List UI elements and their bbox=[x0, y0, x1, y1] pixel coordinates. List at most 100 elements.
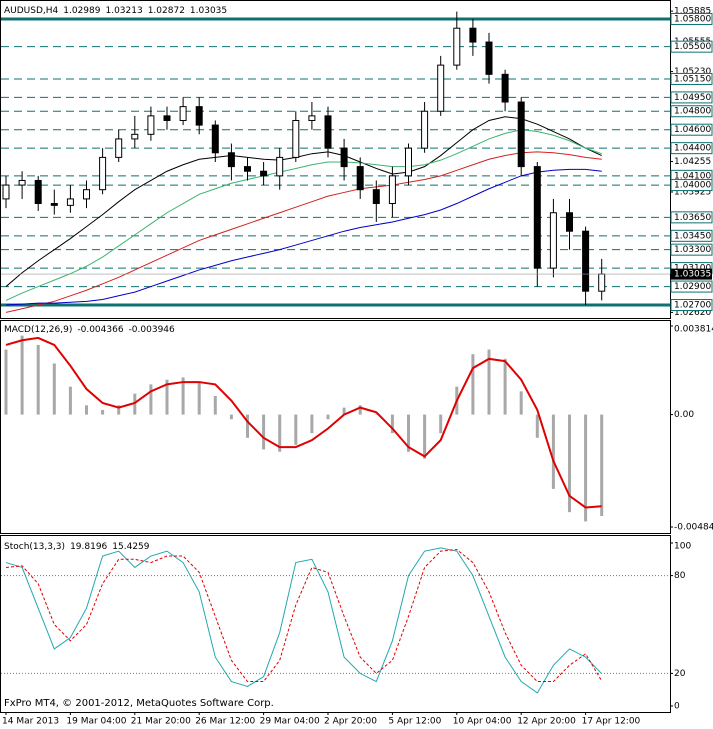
candle-body bbox=[260, 170, 268, 177]
candle-body bbox=[179, 106, 187, 121]
macd-bar bbox=[229, 414, 233, 420]
candle-body bbox=[50, 203, 58, 206]
macd-bar bbox=[20, 335, 24, 415]
candle-body bbox=[131, 133, 139, 140]
level-label-box bbox=[670, 299, 713, 312]
macd-bar bbox=[36, 344, 40, 415]
panel-header: AUDUSD,H4 1.02989 1.03213 1.02872 1.03035 bbox=[4, 6, 227, 16]
header-value: 15.4259 bbox=[112, 542, 149, 552]
macd-bar bbox=[101, 409, 105, 415]
macd-bar bbox=[52, 363, 56, 415]
candle-body bbox=[163, 115, 171, 121]
indicator-line bbox=[5, 151, 602, 313]
y-tick-label: 80 bbox=[674, 571, 686, 581]
macd-bar bbox=[584, 414, 588, 522]
level-label-box bbox=[670, 142, 713, 155]
level-label: 1.03300 bbox=[674, 245, 711, 255]
level-label: 1.04000 bbox=[674, 181, 711, 191]
candle-body bbox=[356, 166, 364, 191]
macd-bar bbox=[519, 391, 523, 415]
level-label: 1.05800 bbox=[674, 14, 711, 24]
candle-body bbox=[566, 212, 573, 232]
y-tick-label: 1.02620 bbox=[674, 308, 711, 318]
indicator-line bbox=[5, 336, 602, 509]
level-label-box bbox=[670, 123, 713, 136]
macd-bar bbox=[4, 349, 8, 415]
level-label-box bbox=[670, 211, 713, 224]
indicator-line bbox=[5, 168, 602, 306]
candle-body bbox=[598, 273, 606, 292]
current-price-label: 1.03035 bbox=[674, 270, 711, 280]
level-label: 1.05500 bbox=[674, 42, 711, 52]
header-value: 1.03035 bbox=[190, 6, 227, 16]
header-value: 1.02989 bbox=[63, 6, 100, 16]
stoch-panel-frame bbox=[0, 535, 671, 713]
x-tick-label: 14 Mar 2013 bbox=[2, 717, 59, 727]
candle-body bbox=[18, 179, 26, 186]
level-label: 1.02700 bbox=[674, 301, 711, 311]
level-label: 1.04100 bbox=[674, 171, 711, 181]
candle-body bbox=[66, 198, 74, 206]
candle-body bbox=[437, 64, 445, 112]
candle-body bbox=[227, 152, 235, 168]
y-tick-label: 1.05230 bbox=[674, 67, 711, 77]
x-tick-label: 10 Apr 04:00 bbox=[453, 717, 512, 727]
candle-body bbox=[99, 156, 107, 191]
macd-bar bbox=[213, 396, 217, 415]
candle-body bbox=[115, 138, 123, 158]
level-label: 1.04950 bbox=[674, 93, 711, 103]
macd-bar bbox=[310, 414, 314, 434]
macd-bar bbox=[133, 393, 137, 415]
macd-bar bbox=[568, 414, 571, 513]
macd-bar bbox=[471, 354, 475, 415]
macd-bar bbox=[68, 386, 72, 415]
candle-body bbox=[244, 166, 251, 172]
candle-body bbox=[324, 115, 332, 149]
macd-bar bbox=[181, 377, 185, 415]
x-tick-label: 21 Mar 20:00 bbox=[131, 717, 191, 727]
x-tick-label: 5 Apr 12:00 bbox=[388, 717, 441, 727]
level-label: 1.04800 bbox=[674, 107, 711, 117]
candle-body bbox=[211, 124, 219, 154]
level-label-box bbox=[670, 91, 713, 104]
candle-body bbox=[405, 147, 412, 177]
indicator-line bbox=[5, 116, 602, 287]
level-label-box bbox=[670, 280, 713, 293]
level-label-box bbox=[670, 72, 713, 85]
macd-bar bbox=[551, 414, 555, 489]
main-panel-frame bbox=[0, 0, 671, 319]
macd-bar bbox=[262, 414, 266, 450]
macd-bar bbox=[600, 414, 604, 516]
candle-body bbox=[2, 184, 10, 200]
y-tick-label: 100 bbox=[674, 542, 691, 552]
candle-body bbox=[292, 119, 300, 158]
macd-bar bbox=[407, 414, 410, 452]
panel-header: Stoch(13,3,3) 19.8196 15.4259 bbox=[4, 542, 150, 552]
x-tick-label: 17 Apr 12:00 bbox=[582, 717, 641, 727]
x-tick-label: 29 Mar 04:00 bbox=[260, 717, 320, 727]
macd-bar bbox=[278, 414, 282, 452]
candle-body bbox=[582, 230, 590, 292]
candle-body bbox=[147, 115, 155, 135]
candle-body bbox=[372, 189, 380, 205]
macd-bar bbox=[165, 379, 169, 415]
x-tick-label: 26 Mar 12:00 bbox=[195, 717, 255, 727]
candle-body bbox=[34, 179, 42, 205]
y-tick-label: 0 bbox=[674, 702, 680, 712]
y-tick-label: -0.00484 bbox=[674, 523, 713, 533]
candle-body bbox=[421, 110, 429, 149]
y-tick-label: 1.03925 bbox=[674, 187, 711, 197]
macd-bar bbox=[117, 405, 121, 415]
x-tick-label: 19 Mar 04:00 bbox=[66, 717, 126, 727]
candle-body bbox=[388, 175, 396, 205]
macd-bar bbox=[535, 414, 539, 438]
candle-body bbox=[308, 115, 316, 121]
y-tick-label: 0.00 bbox=[674, 410, 694, 420]
candle-body bbox=[517, 101, 525, 168]
header-value: 19.8196 bbox=[70, 542, 107, 552]
level-label-box bbox=[670, 12, 713, 25]
candle-body bbox=[533, 166, 541, 269]
header-value: -0.004366 bbox=[77, 325, 123, 335]
